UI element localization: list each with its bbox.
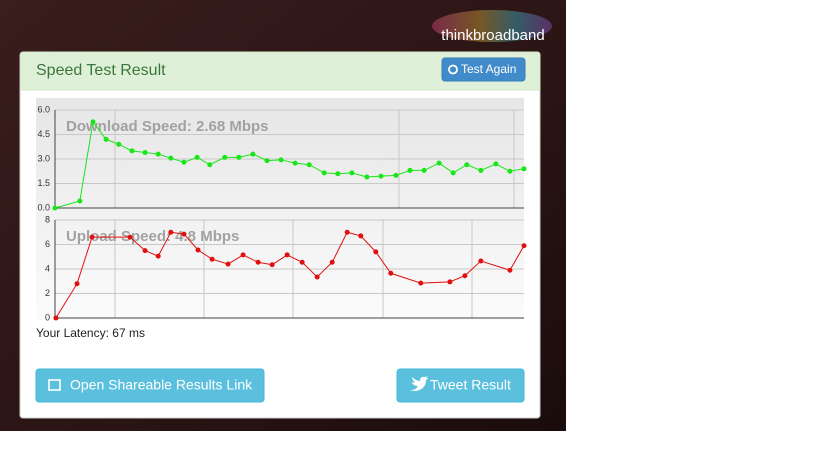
y-tick-label: 1.5 — [37, 178, 50, 188]
data-point — [116, 141, 122, 147]
share-label: Open Shareable Results Link — [70, 377, 253, 393]
y-tick-label: 6.0 — [37, 104, 50, 114]
logo-glow — [432, 10, 552, 42]
data-point — [255, 259, 261, 265]
data-point — [358, 233, 364, 239]
data-point — [74, 281, 80, 287]
share-icon — [48, 379, 61, 391]
latency: Your Latency: 67 ms — [36, 326, 145, 340]
panel-header — [20, 51, 541, 91]
data-point — [393, 172, 399, 178]
y-tick-label: 6 — [45, 239, 50, 249]
data-point — [493, 161, 499, 167]
data-point — [127, 234, 133, 240]
tweet-label: Tweet Result — [430, 377, 511, 393]
data-point — [168, 155, 174, 161]
panel-title: Speed Test Result — [36, 62, 166, 79]
data-point — [418, 280, 424, 286]
data-point — [329, 259, 335, 265]
data-point — [264, 158, 270, 164]
series-line — [55, 231, 525, 319]
data-point — [521, 243, 527, 249]
data-point — [209, 256, 215, 262]
data-point — [103, 136, 109, 142]
data-point — [155, 151, 161, 157]
y-tick-label: 3.0 — [37, 153, 50, 163]
data-point — [278, 157, 284, 163]
data-point — [181, 159, 187, 165]
y-tick-label: 8 — [45, 214, 50, 224]
twitter-icon — [409, 376, 428, 391]
data-point — [207, 162, 213, 168]
data-point — [89, 234, 95, 240]
test-again-button[interactable] — [441, 57, 526, 82]
data-point — [335, 171, 341, 177]
data-point — [421, 167, 427, 173]
share-button[interactable] — [35, 368, 265, 403]
y-tick-label: 2 — [45, 288, 50, 298]
data-point — [478, 167, 484, 173]
data-point — [181, 231, 187, 237]
data-point — [344, 229, 350, 235]
data-point — [142, 248, 148, 254]
data-point — [349, 170, 355, 176]
data-point — [194, 154, 200, 160]
data-point — [521, 166, 527, 172]
data-point — [464, 162, 470, 168]
y-tick-label: 0 — [45, 312, 50, 322]
data-point — [299, 259, 305, 265]
data-point — [388, 270, 394, 276]
data-point — [321, 170, 327, 176]
refresh-icon — [448, 64, 458, 75]
data-point — [292, 160, 298, 166]
data-point — [314, 274, 320, 280]
data-point — [225, 261, 231, 267]
chart-title: Download Speed: 2.68 Mbps — [66, 118, 269, 135]
data-point — [373, 249, 379, 255]
y-tick-label: 4 — [45, 263, 50, 273]
data-point — [155, 253, 161, 259]
data-point — [462, 273, 468, 279]
test-again-label: Test Again — [461, 62, 516, 76]
tweet-button[interactable] — [396, 368, 525, 403]
data-point — [507, 267, 513, 273]
data-point — [478, 258, 484, 264]
chart-title: Upload Speed: 4.8 Mbps — [66, 228, 239, 245]
y-tick-label: 4.5 — [37, 129, 50, 139]
data-point — [284, 252, 290, 258]
data-point — [195, 247, 201, 253]
data-point — [436, 160, 442, 166]
data-point — [90, 119, 96, 125]
data-point — [142, 149, 148, 155]
data-point — [250, 151, 256, 157]
logo: thinkbroadband — [441, 27, 544, 44]
data-point — [450, 170, 456, 176]
data-point — [507, 168, 513, 174]
data-point — [77, 198, 83, 204]
data-point — [168, 229, 174, 235]
data-point — [236, 154, 242, 160]
data-point — [306, 162, 312, 168]
data-point — [222, 154, 228, 160]
data-point — [364, 174, 370, 180]
data-point — [240, 252, 246, 258]
data-point — [129, 148, 135, 154]
data-point — [378, 173, 384, 179]
data-point — [447, 279, 453, 285]
y-tick-label: 0.0 — [37, 202, 50, 212]
data-point — [52, 205, 58, 211]
data-point — [407, 167, 413, 173]
data-point — [269, 262, 275, 268]
data-point — [53, 315, 59, 321]
series-line — [54, 120, 525, 209]
